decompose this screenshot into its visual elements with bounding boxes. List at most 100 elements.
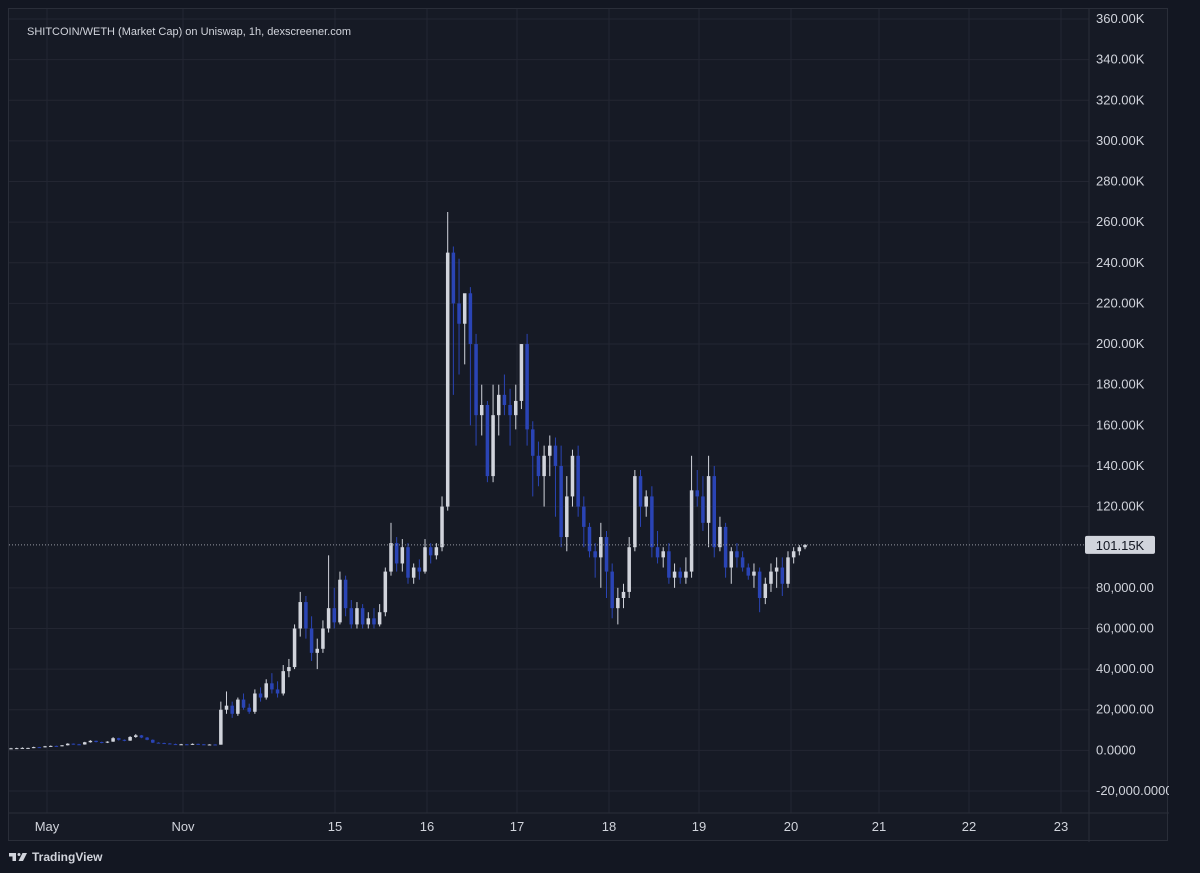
candle [627,537,631,598]
candle [173,743,178,746]
y-tick-label: 180.00K [1096,377,1145,392]
candle-body [684,571,688,578]
candle-body [179,744,183,746]
candle-body [315,648,320,653]
candle [77,743,81,746]
candle [37,746,42,749]
y-tick-label: 120.00K [1096,499,1145,514]
candle-body [247,707,251,712]
candle [105,741,110,744]
tradingview-logo-icon [9,853,27,861]
candle [548,435,552,477]
candle [332,587,337,629]
candle [207,744,212,746]
y-tick-label: 240.00K [1096,255,1145,270]
candle [247,703,251,714]
x-tick-label: 22 [962,819,976,834]
candle-body [287,667,291,672]
candle-body [531,429,535,456]
x-tick-label: Nov [171,819,195,834]
candle [672,563,677,588]
candle [60,745,64,747]
time-axis[interactable]: May Nov 15 16 17 18 19 20 21 22 23 [9,812,1169,834]
candle-body [253,693,257,712]
candle [513,384,518,430]
candle-body [718,526,722,548]
candle [570,449,575,507]
candle-body [689,490,694,572]
candle [360,604,365,629]
candle-body [338,579,342,623]
candle-body [394,543,399,564]
candle [610,563,614,619]
candle [468,287,473,426]
candle-body [71,743,76,745]
candle-body [462,293,467,324]
candle-body [219,709,223,745]
candle-body [111,738,115,742]
candle-body [230,705,234,714]
candle [525,333,529,446]
candle [565,476,569,552]
candle-body [14,748,19,750]
y-tick-label: 20,000.00 [1096,702,1154,717]
candle-body [757,571,762,598]
candle-body [440,506,444,548]
candle [457,258,461,375]
x-tick-label: 17 [510,819,524,834]
candle-body [168,743,172,745]
candlestick-chart[interactable]: 360.00K 340.00K 320.00K 300.00K 280.00K 260.0… [9,9,1169,842]
candle-body [190,743,195,745]
candle [394,537,399,572]
candle [65,743,70,746]
candle [230,701,234,718]
candle-body [48,745,53,747]
candle [423,539,427,574]
candle-body [88,740,93,743]
candle-body [650,496,654,548]
candle [712,465,717,558]
candle-body [54,745,59,747]
y-tick-label: 220.00K [1096,295,1145,310]
candle-body [366,618,371,625]
candle [440,496,444,552]
candle [14,747,19,750]
candle-body [508,405,512,416]
candle [542,445,546,507]
candle [445,212,450,511]
candle [797,545,802,556]
chart-frame[interactable]: 360.00K 340.00K 320.00K 300.00K 280.00K 260.0… [8,8,1169,842]
candle [264,679,268,700]
candle-body [37,747,42,749]
y-tick-label: 40,000.00 [1096,661,1154,676]
candle-body [553,445,558,466]
candle [196,743,200,745]
candle-body [593,551,597,558]
candle [111,737,115,742]
candle [400,539,405,572]
candle-body [678,571,682,578]
candle [71,743,76,745]
candle [338,571,342,625]
candle-body [94,740,98,743]
chart-title: SHITCOIN/WETH (Market Cap) on Uniswap, 1… [27,26,351,38]
candle [26,747,30,749]
candle-body [701,496,705,523]
candle [355,602,359,629]
candle [701,476,705,531]
candle [122,739,127,742]
x-tick-label: 18 [602,819,616,834]
candle-body [667,551,671,578]
candle-body [735,551,739,558]
candle [20,747,25,749]
candle [740,551,745,572]
candle-body [740,557,745,568]
candle-body [26,747,30,749]
branding-footer[interactable]: TradingView [9,847,102,867]
candle-body [326,608,331,629]
price-axis[interactable]: 360.00K 340.00K 320.00K 300.00K 280.00K 260.0… [1085,9,1169,842]
candle-body [264,683,268,698]
candle [128,736,132,741]
candle [287,658,291,678]
candle-body [723,526,728,568]
